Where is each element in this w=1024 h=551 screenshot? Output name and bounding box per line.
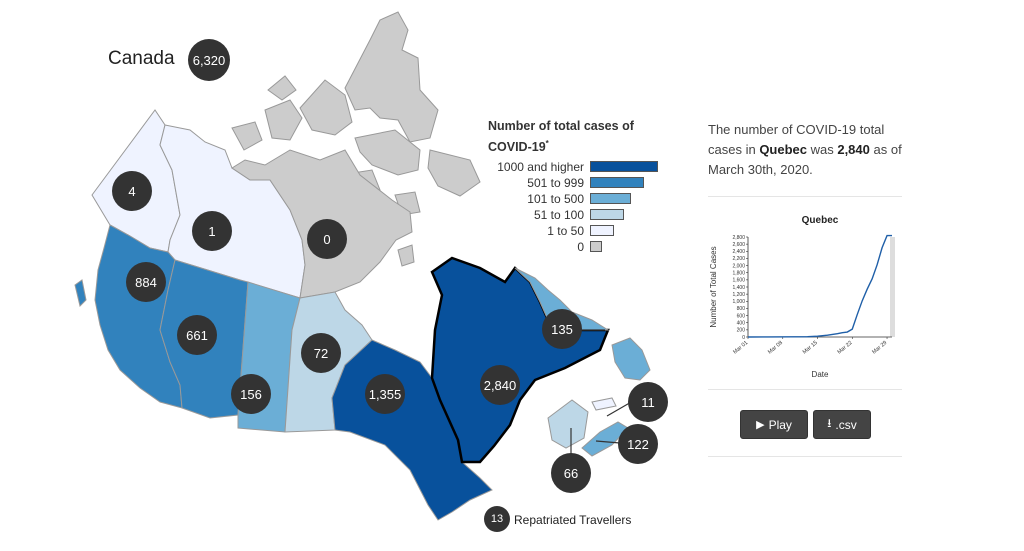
bubble-newfoundland[interactable]: 135 xyxy=(542,309,582,349)
bubble-quebec[interactable]: 2,840 xyxy=(480,365,520,405)
bubble-ontario[interactable]: 1,355 xyxy=(365,374,405,414)
download-icon: ⭳ xyxy=(827,416,832,430)
legend-swatch xyxy=(590,241,602,253)
x-tick-label: Mar 08 xyxy=(767,340,784,356)
y-axis-label: Number of Total Cases xyxy=(709,246,718,327)
bubble-nwt[interactable]: 1 xyxy=(192,211,232,251)
legend-swatch xyxy=(590,193,631,205)
bubble-saskatchewan[interactable]: 156 xyxy=(231,374,271,414)
canada-map xyxy=(74,11,651,521)
region-new-brunswick[interactable] xyxy=(547,399,589,449)
y-tick-label: 800 xyxy=(737,306,746,312)
summary-text: The number of COVID-19 total cases in Qu… xyxy=(708,120,902,197)
legend-item-label: 501 to 999 xyxy=(527,176,584,191)
bubble-bc[interactable]: 884 xyxy=(126,262,166,302)
legend-item-label: 0 xyxy=(577,240,584,255)
bubble-manitoba[interactable]: 72 xyxy=(301,333,341,373)
legend-item: 1 to 50 xyxy=(484,223,674,239)
legend-item-label: 1 to 50 xyxy=(547,224,584,239)
repatriated-label: Repatriated Travellers xyxy=(514,513,632,527)
legend-item: 0 xyxy=(484,239,674,255)
legend-item: 101 to 500 xyxy=(484,191,674,207)
bubble-yukon[interactable]: 4 xyxy=(112,171,152,211)
side-panel: The number of COVID-19 total cases in Qu… xyxy=(708,120,902,390)
y-tick-label: 1,000 xyxy=(732,299,745,305)
legend-title: Number of total cases of COVID-19* xyxy=(488,119,634,155)
highlight-band xyxy=(890,237,895,337)
y-tick-label: 0 xyxy=(742,335,745,341)
play-icon: ▶ xyxy=(756,419,765,431)
legend-swatch xyxy=(590,177,644,189)
legend-swatch xyxy=(590,225,614,237)
y-tick-label: 1,800 xyxy=(732,271,745,277)
y-tick-label: 2,800 xyxy=(732,235,745,241)
region-newfoundland-labrador[interactable] xyxy=(514,267,610,331)
country-total-bubble[interactable]: 6,320 xyxy=(188,39,230,81)
x-tick-label: Mar 29 xyxy=(871,340,888,356)
legend-swatch xyxy=(590,161,658,173)
region-pei[interactable] xyxy=(591,397,617,411)
legend-item: 501 to 999 xyxy=(484,175,674,191)
x-axis-label: Date xyxy=(812,370,829,379)
chart-container: Quebec 0 200 400 600 800 1,000 1,200 1,400 1,600 1… xyxy=(708,197,902,390)
x-tick-label: Mar 22 xyxy=(837,340,854,356)
x-tick-label: Mar 15 xyxy=(802,340,819,356)
legend: Number of total cases of COVID-19* 1000 … xyxy=(484,118,674,255)
y-tick-label: 2,000 xyxy=(732,263,745,269)
divider xyxy=(708,456,902,457)
y-tick-label: 1,200 xyxy=(732,292,745,298)
y-tick-label: 2,600 xyxy=(732,242,745,248)
bubble-repatriated[interactable]: 13 xyxy=(484,506,510,532)
legend-item-label: 51 to 100 xyxy=(533,208,584,223)
bubble-pei[interactable]: 11 xyxy=(628,382,668,422)
bubble-new-brunswick[interactable]: 66 xyxy=(551,453,591,493)
x-tick-label: Mar 01 xyxy=(732,340,749,356)
region-newfoundland-island[interactable] xyxy=(611,337,651,381)
legend-item: 1000 and higher xyxy=(484,159,674,175)
region-quebec[interactable] xyxy=(430,256,610,464)
bubble-nova-scotia[interactable]: 122 xyxy=(618,424,658,464)
y-tick-label: 200 xyxy=(737,328,746,334)
legend-swatch xyxy=(590,209,624,221)
legend-item-label: 1000 and higher xyxy=(497,160,584,175)
region-bc-islands[interactable] xyxy=(74,279,87,307)
bubble-alberta[interactable]: 661 xyxy=(177,315,217,355)
y-tick-label: 1,600 xyxy=(732,278,745,284)
play-button[interactable]: ▶ Play xyxy=(740,410,808,439)
chart-title: Quebec xyxy=(802,215,839,226)
bubble-nunavut[interactable]: 0 xyxy=(307,219,347,259)
legend-item-label: 101 to 500 xyxy=(527,192,584,207)
legend-item: 51 to 100 xyxy=(484,207,674,223)
y-tick-label: 1,400 xyxy=(732,285,745,291)
csv-download-button[interactable]: ⭳ .csv xyxy=(813,410,871,439)
country-name: Canada xyxy=(108,48,175,69)
y-tick-label: 2,200 xyxy=(732,256,745,262)
y-tick-label: 600 xyxy=(737,313,746,319)
y-tick-label: 400 xyxy=(737,321,746,327)
y-tick-label: 2,400 xyxy=(732,249,745,255)
series-line-quebec xyxy=(747,234,892,338)
